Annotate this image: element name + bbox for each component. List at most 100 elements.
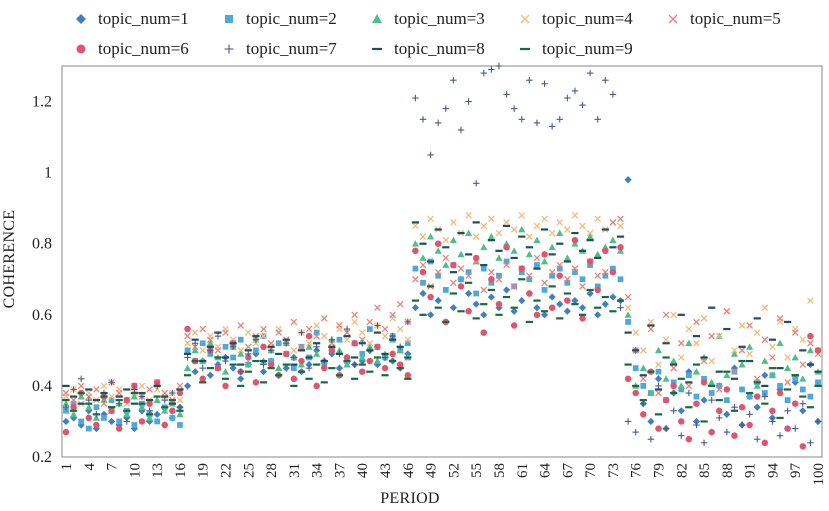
data-point [503, 219, 510, 226]
data-point [321, 364, 328, 372]
data-point [85, 396, 93, 404]
data-point [389, 350, 396, 358]
data-point [412, 222, 419, 230]
data-point [730, 364, 739, 372]
data-point [69, 410, 78, 418]
data-point [366, 343, 374, 350]
data-point [624, 176, 632, 184]
x-tick-label: 34 [310, 463, 326, 479]
data-point [374, 304, 381, 312]
x-tick-label: 37 [332, 463, 348, 479]
x-tick-label: 58 [492, 463, 508, 478]
data-point [518, 297, 526, 305]
data-point [252, 350, 260, 358]
data-point [502, 286, 511, 294]
data-point [640, 383, 647, 389]
data-point [146, 386, 153, 393]
data-point [335, 364, 344, 372]
data-point [184, 339, 191, 347]
data-point [723, 397, 730, 404]
data-point [602, 76, 609, 84]
data-point [647, 435, 655, 443]
data-point [336, 322, 343, 329]
data-point [678, 418, 685, 425]
data-point [389, 311, 396, 319]
data-point [252, 379, 260, 386]
data-point [419, 233, 427, 240]
data-point [260, 343, 267, 351]
y-axis-ticks: 0.2 0.4 0.6 0.8 1 1.2 [32, 94, 52, 466]
data-point [708, 332, 715, 340]
data-point [412, 275, 419, 283]
legend-item: topic_num=4 [514, 9, 662, 29]
data-point [145, 414, 154, 421]
data-point [351, 311, 358, 319]
y-tick-label: 0.2 [32, 449, 52, 466]
data-point [571, 297, 579, 305]
data-point [670, 311, 678, 319]
data-point [594, 272, 602, 280]
data-point [533, 236, 541, 244]
legend-marker [372, 14, 382, 23]
data-point [123, 410, 131, 418]
data-point [753, 435, 761, 443]
data-point [108, 379, 115, 386]
y-axis-label: COHERENCE [1, 209, 18, 309]
data-point [442, 236, 450, 244]
data-point [305, 339, 313, 347]
data-point [548, 293, 556, 301]
data-point [427, 293, 434, 301]
data-point [541, 279, 548, 287]
data-point [70, 400, 77, 407]
legend-item: topic_num=9 [514, 39, 662, 59]
data-point [449, 236, 457, 244]
data-point [647, 318, 655, 326]
data-point [677, 382, 685, 389]
x-tick-label: 28 [264, 463, 280, 478]
data-point [85, 403, 93, 411]
data-point [503, 91, 510, 98]
data-point [199, 340, 206, 347]
data-point [283, 340, 290, 347]
data-point [222, 382, 229, 390]
data-point [654, 346, 663, 354]
data-point [229, 364, 237, 372]
data-point [662, 375, 670, 382]
data-point [222, 329, 229, 336]
data-point [647, 417, 655, 426]
data-point [123, 414, 131, 422]
data-point [525, 250, 533, 258]
data-point [776, 315, 784, 322]
data-point [526, 76, 533, 84]
legend: topic_num=1 topic_num=2 topic_num=3 topic_n… [70, 4, 810, 64]
data-point [373, 357, 382, 364]
data-point [305, 332, 313, 340]
data-point [85, 407, 93, 415]
data-point [92, 424, 100, 433]
data-point [427, 233, 435, 240]
data-point [746, 322, 753, 329]
data-point [799, 361, 807, 368]
data-point [70, 396, 77, 404]
data-point [93, 421, 100, 429]
data-point [427, 215, 434, 223]
data-point [161, 421, 168, 429]
data-point [792, 375, 799, 382]
data-point [753, 403, 761, 411]
data-point [761, 304, 769, 312]
data-point [563, 307, 571, 315]
data-point [746, 350, 753, 358]
data-point [693, 339, 700, 347]
data-point [138, 382, 146, 390]
data-point [131, 422, 138, 428]
data-point [207, 347, 214, 354]
data-point [624, 293, 632, 301]
data-point [161, 407, 169, 414]
data-point [267, 361, 275, 368]
data-point [115, 425, 123, 432]
data-point [799, 336, 807, 344]
data-point [93, 386, 100, 393]
data-point [458, 276, 464, 283]
data-point [480, 311, 488, 319]
x-tick-label: 79 [651, 463, 667, 478]
